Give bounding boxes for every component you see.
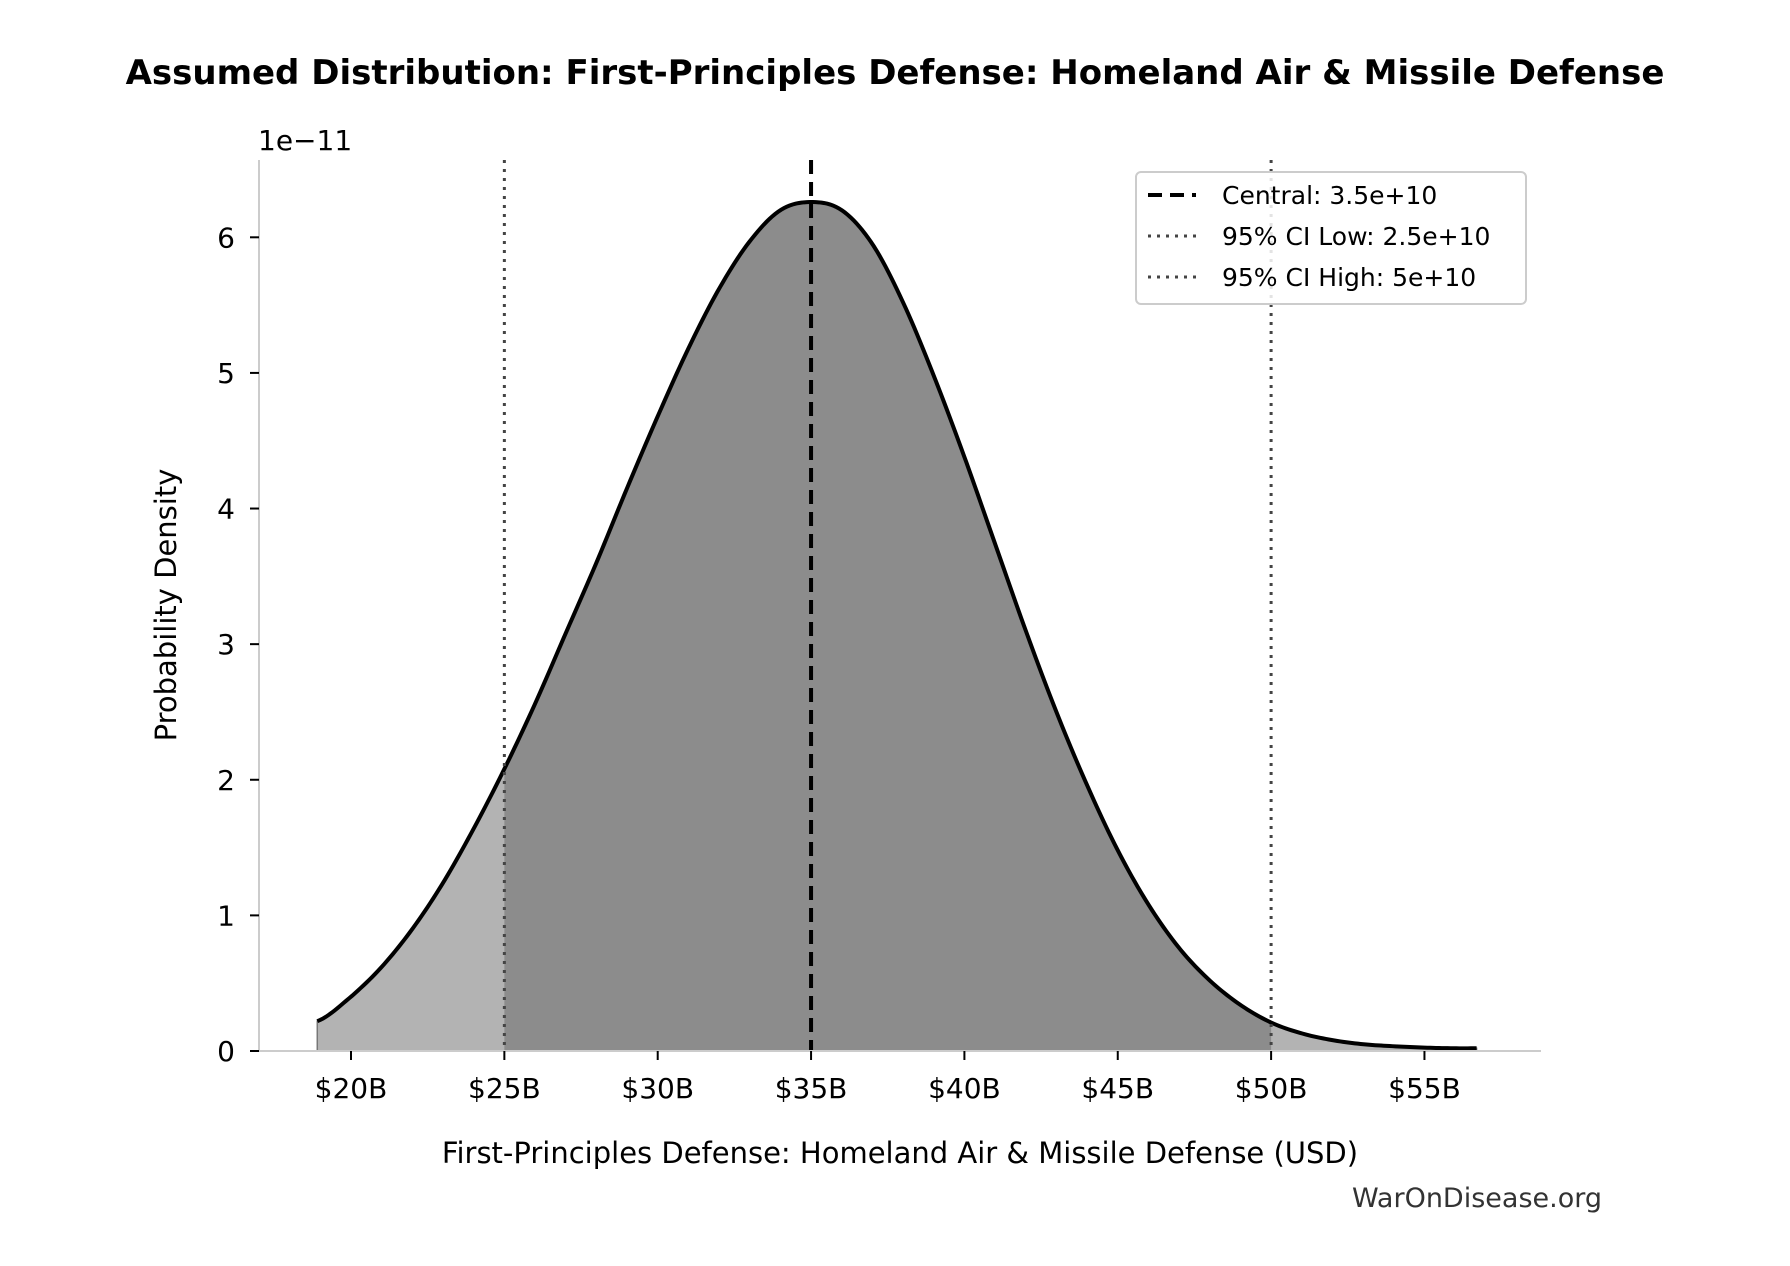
legend-label-ci_high: 95% CI High: 5e+10 [1222,263,1476,292]
y-offset-label: 1e−11 [258,124,352,157]
x-tick-label: $25B [468,1072,541,1105]
x-ticks: $20B $25B $30B $35B $40B $45B $50B $55B [315,1051,1461,1105]
legend-label-ci_low: 95% CI Low: 2.5e+10 [1222,222,1490,251]
ci-fill-area [504,202,1272,1051]
density-curve [316,200,1477,1051]
y-tick-label: 2 [217,764,235,797]
y-axis-label: Probability Density [149,469,183,742]
y-tick-label: 4 [217,493,235,526]
x-tick-label: $40B [928,1072,1001,1105]
x-tick-label: $35B [775,1072,848,1105]
x-tick-label: $30B [621,1072,694,1105]
x-tick-label: $45B [1081,1072,1154,1105]
x-tick-label: $50B [1235,1072,1308,1105]
y-tick-label: 3 [217,628,235,661]
legend-box [1135,171,1527,305]
x-tick-label: $20B [315,1072,388,1105]
chart-title: Assumed Distribution: First-Principles D… [126,53,1665,93]
legend: Central: 3.5e+10 95% CI Low: 2.5e+10 95% C… [1135,171,1527,305]
legend-label-central: Central: 3.5e+10 [1222,181,1437,210]
y-tick-label: 0 [217,1035,235,1068]
axes: $20B $25B $30B $35B $40B $45B $50B $55B 0 1 2 3 4 5 6 [217,160,1541,1105]
watermark: WarOnDisease.org [1352,1183,1602,1214]
y-tick-label: 6 [217,221,235,254]
y-ticks: 0 1 2 3 4 5 6 [217,221,259,1068]
y-tick-label: 1 [217,899,235,932]
plot-area [316,160,1478,1052]
y-tick-label: 5 [217,357,235,390]
reference-lines [502,160,1273,1051]
x-tick-label: $55B [1388,1072,1461,1105]
x-axis-label: First-Principles Defense: Homeland Air &… [442,1136,1358,1170]
